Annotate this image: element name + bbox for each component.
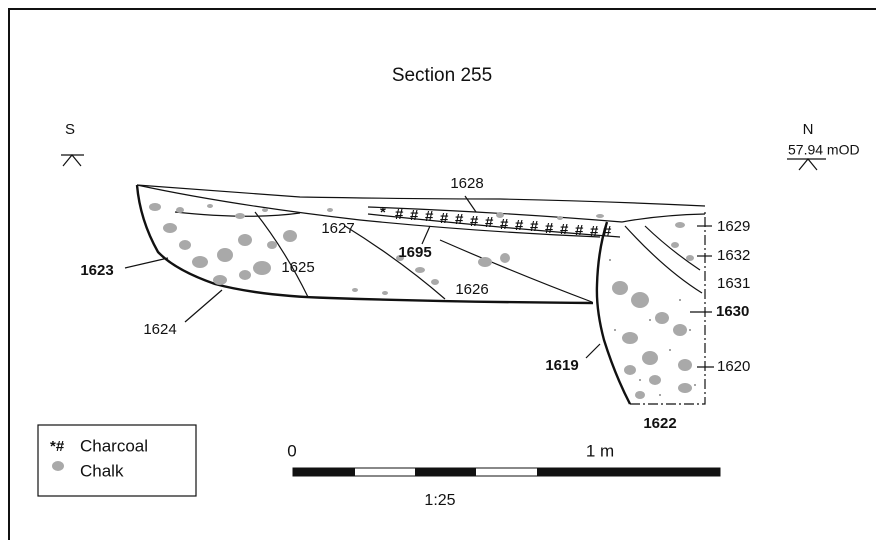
scale-label: 1 m xyxy=(586,441,614,460)
svg-text:*: * xyxy=(380,204,386,221)
datum-s: S xyxy=(65,121,75,138)
context-label: 1623 xyxy=(80,262,113,279)
section-drawing: Section 255 S N 57.94 mOD *#############… xyxy=(0,0,876,540)
svg-text:#: # xyxy=(410,207,419,224)
svg-text:#: # xyxy=(455,211,464,228)
svg-text:#: # xyxy=(575,222,584,239)
context-label: 1624 xyxy=(143,321,176,338)
context-label: 1625 xyxy=(281,259,314,276)
scale-label: 0 xyxy=(287,441,296,460)
context-label: 1695 xyxy=(398,244,431,261)
context-label: 1628 xyxy=(450,175,483,192)
datum-n: N xyxy=(803,121,814,138)
svg-text:#: # xyxy=(425,208,434,225)
svg-text:#: # xyxy=(530,218,539,235)
svg-text:#: # xyxy=(500,216,509,233)
legend-symbol: *# xyxy=(50,438,65,455)
svg-text:#: # xyxy=(545,220,554,237)
context-label: 1630 xyxy=(716,303,749,320)
svg-text:#: # xyxy=(470,213,479,230)
svg-text:#: # xyxy=(590,223,599,240)
svg-text:#: # xyxy=(395,206,404,223)
legend-symbol xyxy=(52,461,64,471)
title: Section 255 xyxy=(392,65,492,86)
svg-text:#: # xyxy=(603,223,612,240)
svg-text:#: # xyxy=(515,217,524,234)
context-label: 1627 xyxy=(321,220,354,237)
context-label: 1631 xyxy=(717,275,750,292)
svg-text:#: # xyxy=(440,210,449,227)
context-label: 1619 xyxy=(545,357,578,374)
context-label: 1626 xyxy=(455,281,488,298)
context-label: 1622 xyxy=(643,415,676,432)
datum-level: 57.94 mOD xyxy=(788,142,860,158)
context-label: 1620 xyxy=(717,358,750,375)
context-label: 1632 xyxy=(717,247,750,264)
scale-ratio: 1:25 xyxy=(424,492,455,509)
context-label: 1629 xyxy=(717,218,750,235)
legend-item: Chalk xyxy=(80,461,124,480)
scale-bar xyxy=(293,468,720,476)
svg-text:#: # xyxy=(485,214,494,231)
legend-item: Charcoal xyxy=(80,436,148,455)
svg-text:#: # xyxy=(560,221,569,238)
